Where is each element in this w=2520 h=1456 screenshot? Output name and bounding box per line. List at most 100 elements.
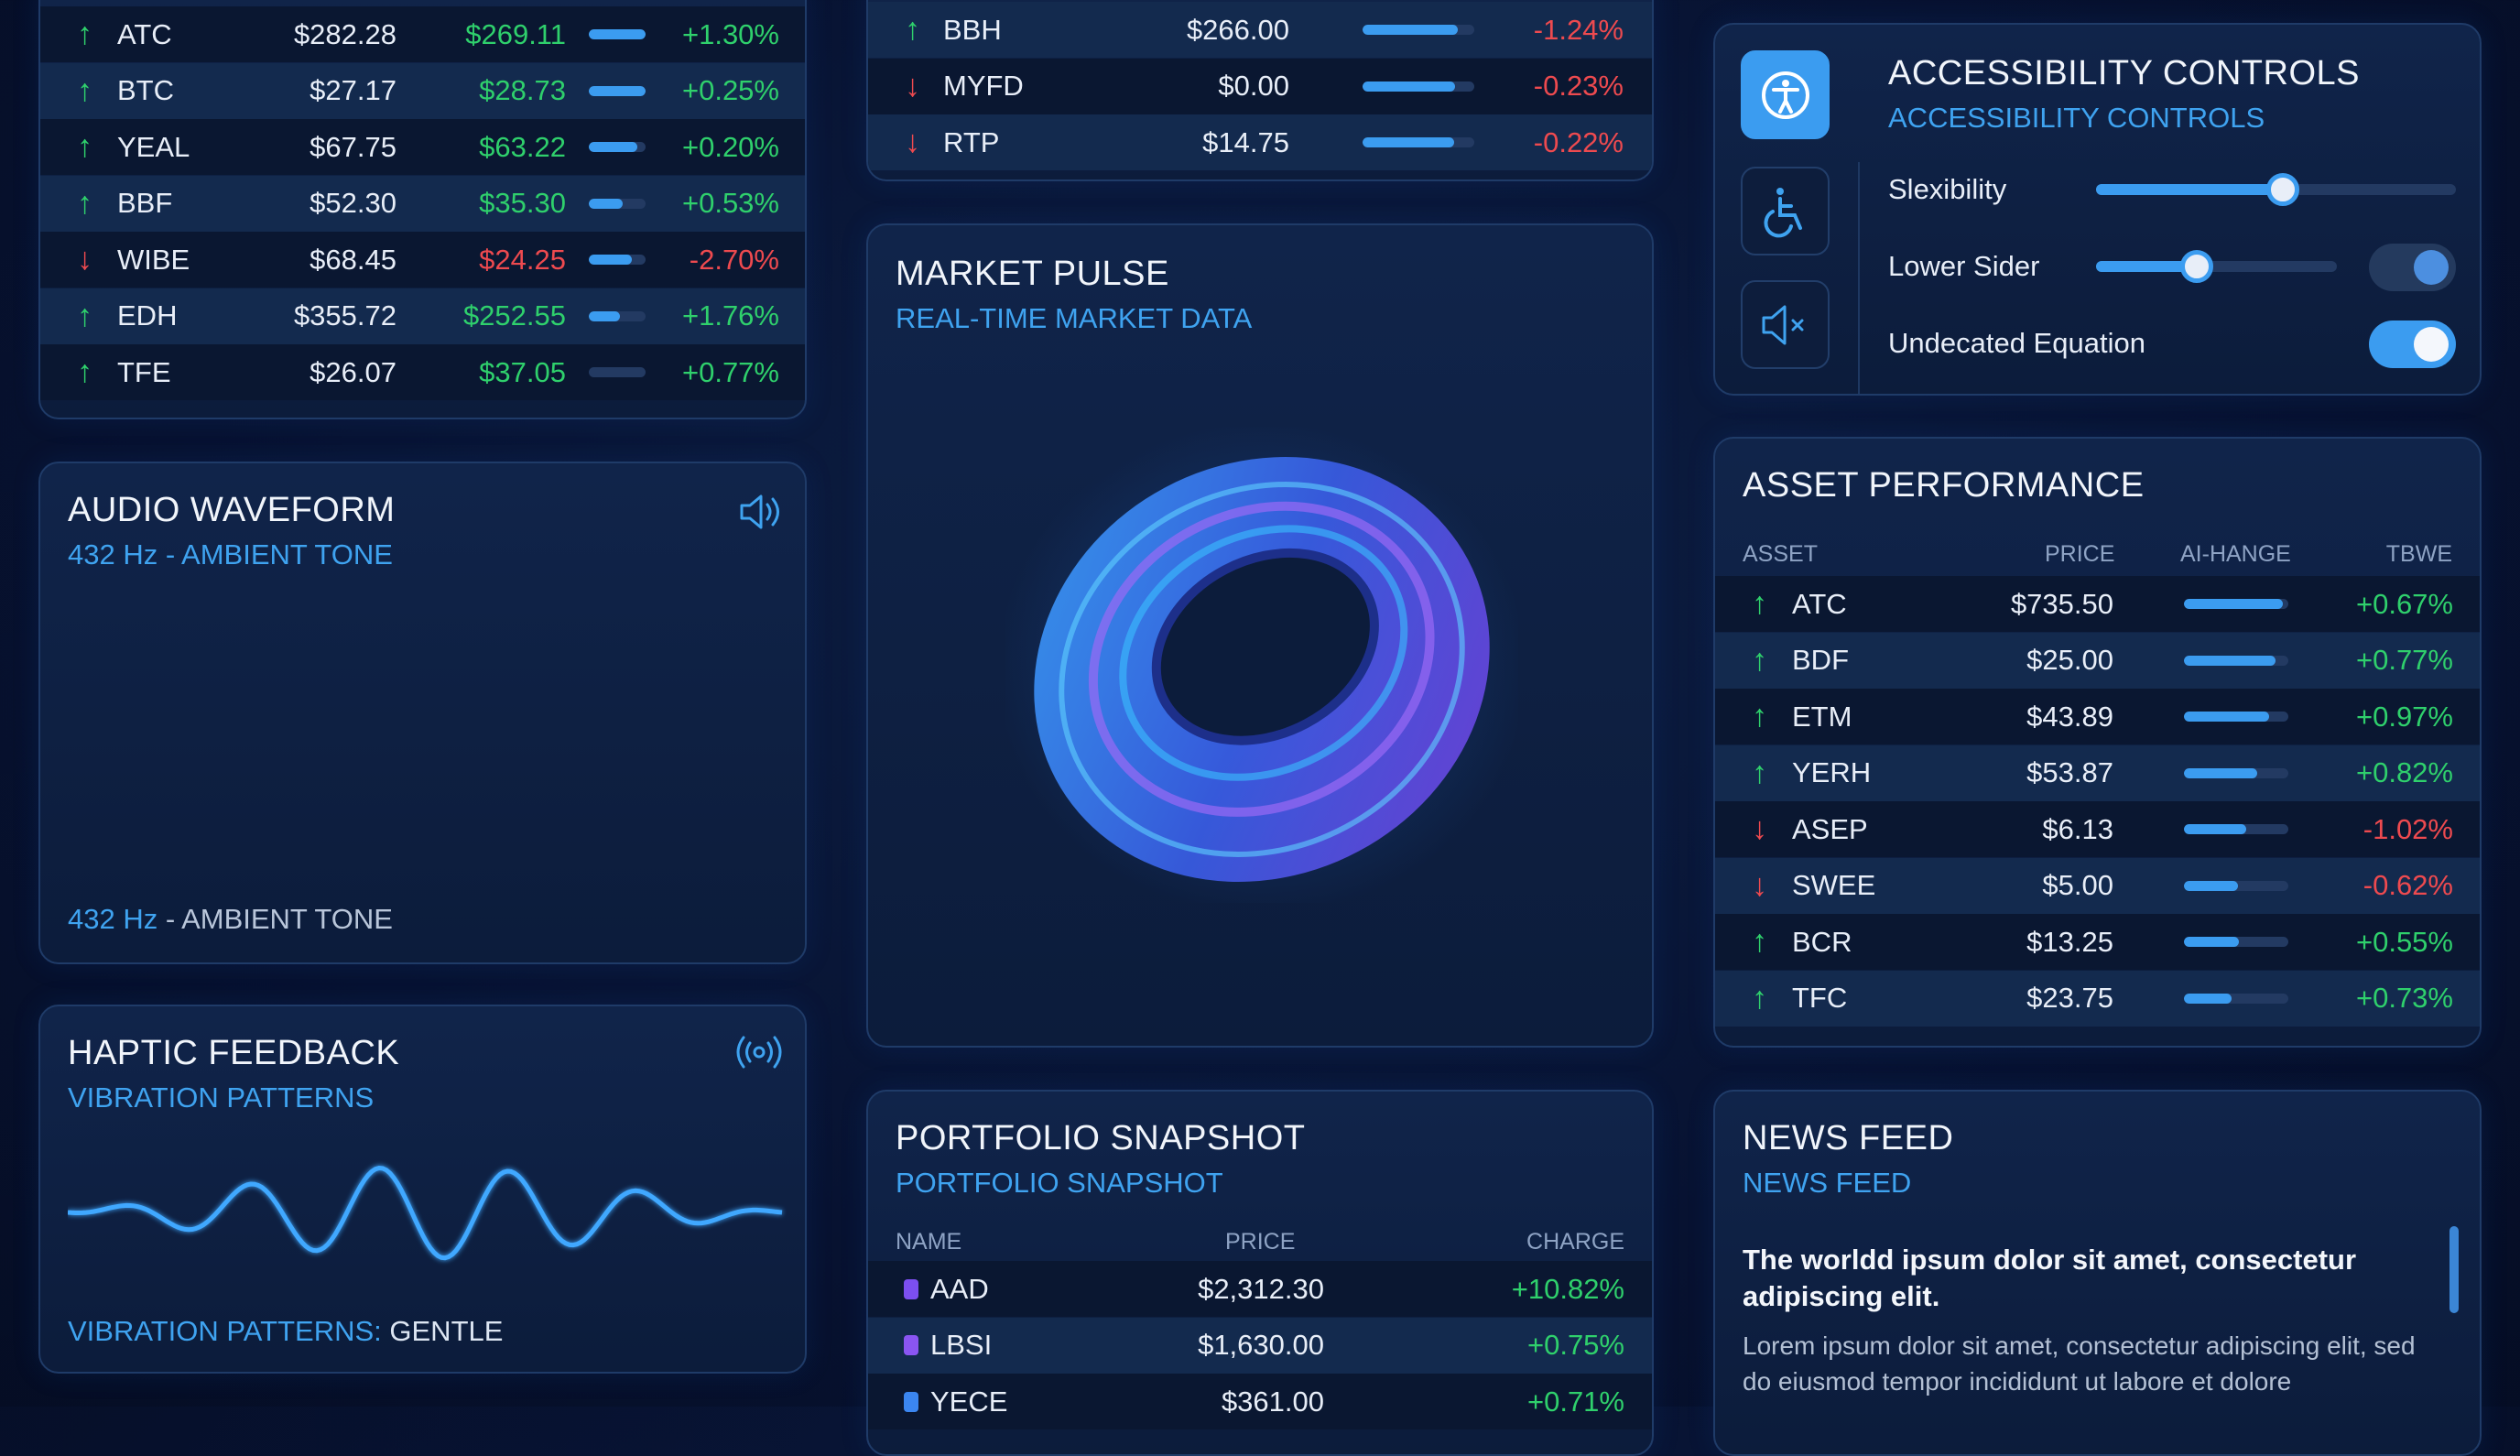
slider-knob[interactable] [2180, 250, 2214, 283]
progress-fill [589, 29, 646, 39]
asset-row[interactable]: ↑ BDF $25.00 +0.77% [1715, 632, 2480, 689]
haptic-footer-label: VIBRATION PATTERNS: [68, 1315, 382, 1347]
ticker-row[interactable]: ↓ MYFD $0.00 -0.23% [868, 58, 1652, 114]
news-title: NEWS FEED [1743, 1119, 1954, 1157]
change: +0.73% [2355, 982, 2453, 1014]
change: +0.97% [2355, 700, 2453, 733]
asset-row[interactable]: ↓ SWEE $5.00 -0.62% [1715, 857, 2480, 914]
arrow-up-icon: ↑ [1752, 924, 1767, 959]
watchlist-row[interactable]: ↑ BBF $52.30 $35.30 +0.53% [40, 175, 805, 232]
change: +0.77% [681, 355, 779, 388]
progress-bar [2184, 767, 2288, 778]
audio-footer-separator: - [158, 903, 182, 935]
change: +0.20% [681, 130, 779, 163]
progress-bar [2184, 655, 2288, 666]
change: +1.76% [681, 299, 779, 331]
watchlist-row[interactable]: ↑ YEAL $67.75 $63.22 +0.20% [40, 119, 805, 175]
arrow-up-icon: ↑ [77, 16, 92, 51]
wheelchair-button[interactable] [1741, 167, 1830, 255]
progress-bar [1363, 25, 1474, 35]
mute-button[interactable] [1741, 280, 1830, 369]
watchlist-row[interactable]: ↑ BTC $27.17 $28.73 +0.25% [40, 62, 805, 119]
change: -0.23% [1533, 70, 1624, 102]
haptic-footer-value: GENTLE [389, 1315, 504, 1347]
price: $6.13 [2042, 812, 2113, 845]
symbol: ATC [117, 17, 172, 50]
symbol: BTC [117, 74, 174, 106]
asset-performance-card: ASSET PERFORMANCE ASSET PRICE AI-HANGE T… [1713, 437, 2482, 1048]
progress-fill [1363, 25, 1458, 35]
arrow-up-icon: ↑ [77, 298, 92, 333]
lower-sider-toggle[interactable] [2369, 244, 2456, 291]
market-pulse-title: MARKET PULSE [896, 255, 1169, 293]
undecated-equation-label: Undecated Equation [1888, 327, 2145, 359]
news-headline[interactable]: The worldd ipsum dolor sit amet, consect… [1743, 1244, 2357, 1312]
vibration-wave-line [68, 1165, 783, 1261]
asset-row[interactable]: ↑ BCR $13.25 +0.55% [1715, 914, 2480, 970]
value: $269.11 [465, 17, 566, 50]
undecated-equation-toggle[interactable] [2369, 321, 2456, 368]
slexibility-slider[interactable] [2096, 173, 2456, 206]
change: +0.82% [2355, 756, 2453, 788]
haptic-title: HAPTIC FEEDBACK [68, 1034, 400, 1072]
audio-title: AUDIO WAVEFORM [68, 491, 396, 529]
price: $68.45 [310, 243, 396, 276]
symbol: ATC [1792, 587, 1847, 620]
progress-bar [589, 29, 646, 39]
arrow-up-icon: ↑ [77, 129, 92, 164]
price: $361.00 [1221, 1385, 1324, 1418]
ticker-row[interactable]: ↓ RTP $14.75 -0.22% [868, 114, 1652, 170]
portfolio-row[interactable]: AAD $2,312.30 +10.82% [868, 1261, 1652, 1317]
change: +0.53% [681, 187, 779, 219]
progress-fill [589, 198, 624, 209]
asset-row[interactable]: ↑ ETM $43.89 +0.97% [1715, 689, 2480, 744]
change: -1.02% [2362, 812, 2453, 845]
accessibility-card: ACCESSIBILITY CONTROLS ACCESSIBILITY CON… [1713, 23, 2482, 396]
price: $26.07 [310, 355, 396, 388]
progress-fill [2184, 993, 2232, 1004]
progress-bar [2184, 937, 2288, 947]
change: +0.71% [1526, 1385, 1624, 1418]
progress-fill [2184, 880, 2239, 891]
symbol: SWEE [1792, 869, 1876, 901]
symbol: TFC [1792, 982, 1848, 1014]
price: $1,630.00 [1198, 1329, 1324, 1361]
price: $43.89 [2026, 700, 2113, 733]
vibration-icon[interactable] [736, 1034, 782, 1070]
portfolio-header-price: PRICE [1225, 1229, 1296, 1255]
asset-row[interactable]: ↑ TFC $23.75 +0.73% [1715, 970, 2480, 1027]
ticker-row[interactable]: ↑ BBH $266.00 -1.24% [868, 2, 1652, 58]
portfolio-row[interactable]: YECE $361.00 +0.71% [868, 1374, 1652, 1429]
audio-waveform-card: AUDIO WAVEFORM 432 Hz - AMBIENT TONE 432… [38, 462, 807, 964]
price: $0.00 [1218, 70, 1289, 102]
symbol: BBF [117, 187, 173, 219]
progress-fill [2184, 599, 2284, 609]
lower-sider-label: Lower Sider [1888, 250, 2040, 282]
asset-row[interactable]: ↓ ASEP $6.13 -1.02% [1715, 801, 2480, 857]
accessibility-icon-button[interactable] [1741, 50, 1830, 139]
watchlist-row[interactable]: ↓ WIBE $68.45 $24.25 -2.70% [40, 232, 805, 288]
name: AAD [930, 1272, 989, 1305]
lower-sider-slider[interactable] [2096, 250, 2337, 283]
speaker-icon[interactable] [738, 493, 784, 531]
asset-row[interactable]: ↑ ATC $735.50 +0.67% [1715, 576, 2480, 632]
symbol: EDH [117, 299, 178, 331]
watchlist-row[interactable]: ↑ EDH $355.72 $252.55 +1.76% [40, 288, 805, 344]
portfolio-row[interactable]: LBSI $1,630.00 +0.75% [868, 1317, 1652, 1374]
watchlist-row[interactable]: ↑ ATC $282.28 $269.11 +1.30% [40, 6, 805, 62]
news-scrollbar[interactable] [2449, 1226, 2459, 1313]
news-feed-card: NEWS FEED NEWS FEED The worldd ipsum dol… [1713, 1090, 2482, 1456]
watchlist-row[interactable]: ↑ TFE $26.07 $37.05 +0.77% [40, 344, 805, 400]
price: $27.17 [310, 74, 396, 106]
slider-knob[interactable] [2266, 173, 2300, 206]
color-swatch [904, 1391, 918, 1412]
change: +0.77% [2355, 644, 2453, 676]
audio-footer-label: AMBIENT TONE [181, 903, 393, 935]
asset-row[interactable]: ↑ YERH $53.87 +0.82% [1715, 744, 2480, 801]
price: $735.50 [2010, 587, 2113, 620]
arrow-up-icon: ↑ [77, 72, 92, 108]
price: $25.00 [2026, 644, 2113, 676]
news-body: Lorem ipsum dolor sit amet, consectetur … [1743, 1331, 2416, 1396]
symbol: ASEP [1792, 812, 1868, 845]
change: +1.30% [681, 17, 779, 50]
